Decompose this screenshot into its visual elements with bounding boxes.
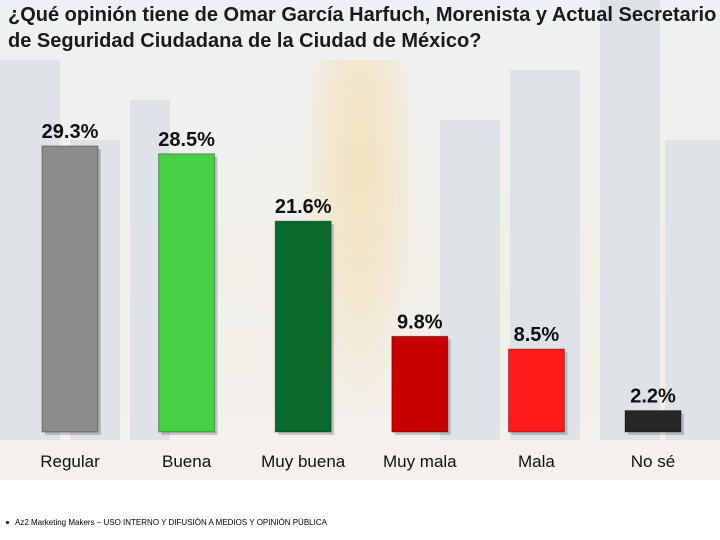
data-label-1: 28.5%	[158, 129, 215, 151]
footer: Az2 Marketing Makers – USO INTERNO Y DIF…	[6, 518, 327, 527]
data-label-5: 2.2%	[630, 386, 676, 408]
category-label-1: Buena	[162, 452, 212, 471]
bar-0	[41, 145, 99, 433]
chart-title: ¿Qué opinión tiene de Omar García Harfuc…	[8, 4, 717, 52]
bar-3	[391, 335, 449, 433]
category-label-5: No sé	[631, 452, 675, 471]
bar-chart: 29.3% Regular 28.5% Buena 21.6% Muy buena 9.8%…	[40, 121, 684, 471]
data-label-0: 29.3%	[42, 121, 99, 143]
data-label-4: 8.5%	[514, 324, 560, 346]
footer-text: Az2 Marketing Makers – USO INTERNO Y DIF…	[15, 518, 327, 527]
bullet-icon	[6, 521, 9, 524]
bar-4	[507, 348, 565, 433]
category-label-0: Regular	[40, 452, 100, 471]
category-label-2: Muy buena	[261, 452, 346, 471]
bar-2	[274, 220, 332, 433]
category-label-3: Muy mala	[383, 452, 457, 471]
bar-5	[624, 410, 682, 433]
data-label-3: 9.8%	[397, 311, 443, 333]
bar-1	[158, 153, 216, 433]
data-label-2: 21.6%	[275, 196, 332, 218]
category-label-4: Mala	[518, 452, 555, 471]
